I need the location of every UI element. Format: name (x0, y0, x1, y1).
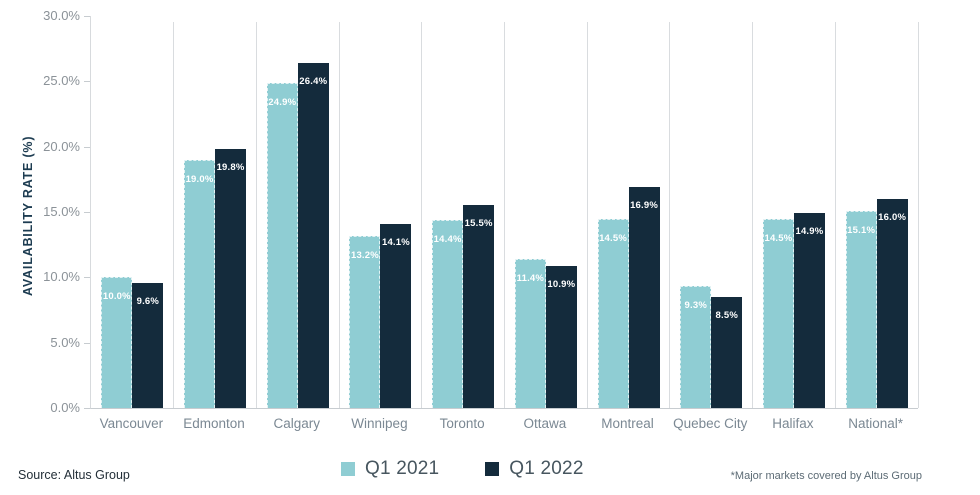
x-tick-label: Ottawa (523, 416, 567, 431)
bar-value-label: 9.3% (684, 300, 707, 312)
bar-q1-2022-calgary: 26.4% (297, 63, 329, 408)
gridline-vertical (669, 22, 671, 408)
bar-q1-2021-vancouver: 10.0% (101, 277, 133, 408)
bar-q1-2022-national-: 16.0% (876, 198, 908, 408)
bar-q1-2021-montreal: 14.5% (597, 218, 629, 408)
y-tick-label: 10.0% (43, 269, 80, 285)
gridline-vertical (421, 22, 423, 408)
bar-value-label: 15.5% (464, 218, 493, 230)
bar-value-label: 10.0% (102, 291, 131, 303)
bar-value-label: 16.9% (630, 200, 659, 212)
bar-q1-2021-toronto: 14.4% (432, 219, 464, 408)
gridline-vertical (255, 22, 257, 408)
gridline-vertical (504, 22, 505, 408)
y-tick-label: 15.0% (43, 204, 80, 219)
legend: Q1 2021 Q1 2022 (341, 458, 584, 480)
x-tick-label: Edmonton (183, 416, 245, 431)
bar-q1-2021-quebec-city: 9.3% (680, 286, 712, 408)
bar-value-label: 14.4% (433, 233, 462, 245)
y-tick-mark (84, 277, 90, 279)
bar-value-label: 8.5% (715, 309, 738, 321)
bar-q1-2022-halifax: 14.9% (793, 213, 825, 408)
bar-q1-2021-ottawa: 11.4% (514, 259, 546, 408)
gridline-vertical (834, 22, 836, 408)
bar-q1-2021-winnipeg: 13.2% (349, 235, 381, 408)
bar-q1-2021-edmonton: 19.0% (184, 159, 216, 408)
legend-item-q1-2021: Q1 2021 (341, 458, 439, 480)
gridline-vertical (173, 22, 175, 408)
y-tick-label: 20.0% (43, 138, 80, 154)
bar-value-label: 24.9% (268, 96, 297, 108)
y-tick-label: 25.0% (43, 73, 80, 89)
y-tick-mark (84, 408, 90, 409)
bar-value-label: 13.2% (350, 249, 379, 261)
gridline-vertical (917, 22, 919, 408)
x-tick-label: Calgary (273, 416, 320, 431)
y-tick-label: 5.0% (50, 334, 80, 350)
bar-q1-2021-halifax: 14.5% (762, 218, 794, 408)
bar-value-label: 26.4% (299, 76, 328, 88)
footnote: *Major markets covered by Altus Group (730, 470, 922, 482)
y-tick-label: 0.0% (50, 400, 80, 415)
bar-value-label: 11.4% (516, 273, 545, 285)
gridline-vertical (752, 22, 754, 408)
bar-q1-2022-toronto: 15.5% (463, 205, 495, 408)
bar-value-label: 14.9% (795, 226, 824, 238)
x-tick-label: Montreal (601, 416, 654, 431)
bar-value-label: 14.1% (381, 236, 410, 248)
x-tick-label: Quebec City (673, 416, 748, 431)
bar-value-label: 14.5% (599, 232, 628, 244)
bar-q1-2022-montreal: 16.9% (628, 187, 660, 408)
x-tick-label: Toronto (439, 416, 485, 431)
bar-value-label: 16.0% (878, 211, 907, 223)
y-tick-label: 30.0% (43, 8, 80, 23)
bar-q1-2022-winnipeg: 14.1% (380, 223, 412, 408)
y-tick-mark (84, 146, 90, 148)
bar-q1-2022-vancouver: 9.6% (132, 282, 164, 408)
legend-item-q1-2022: Q1 2022 (485, 458, 583, 480)
y-tick-mark (84, 16, 90, 17)
bar-value-label: 14.5% (764, 232, 793, 244)
legend-swatch-icon (485, 462, 500, 476)
x-tick-label: National* (848, 416, 904, 431)
source-note: Source: Altus Group (18, 468, 130, 482)
gridline-vertical (586, 22, 588, 408)
bar-value-label: 10.9% (547, 278, 576, 290)
bar-q1-2021-calgary: 24.9% (266, 82, 298, 408)
bar-value-label: 19.0% (185, 173, 214, 185)
bar-q1-2022-ottawa: 10.9% (545, 265, 577, 408)
legend-label: Q1 2021 (365, 458, 440, 479)
x-tick-label: Vancouver (99, 416, 164, 431)
bar-q1-2022-quebec-city: 8.5% (711, 296, 743, 408)
bar-value-label: 9.6% (136, 295, 160, 307)
bar-q1-2021-national-: 15.1% (845, 210, 877, 408)
gridline-vertical (338, 22, 340, 408)
bar-value-label: 19.8% (216, 162, 245, 174)
bar-value-label: 15.1% (847, 224, 876, 236)
y-tick-mark (84, 212, 90, 213)
plot-area: 10.0% 9.6% 19.0% 19.8% 24.9% 26.4% 13.2% 14.1% 1… (90, 16, 919, 409)
x-tick-label: Winnipeg (351, 416, 408, 431)
legend-label: Q1 2022 (509, 458, 584, 479)
legend-swatch-icon (341, 462, 355, 476)
x-tick-label: Halifax (772, 416, 814, 431)
bar-q1-2022-edmonton: 19.8% (215, 149, 247, 408)
y-tick-mark (84, 342, 90, 344)
y-tick-mark (84, 81, 90, 83)
